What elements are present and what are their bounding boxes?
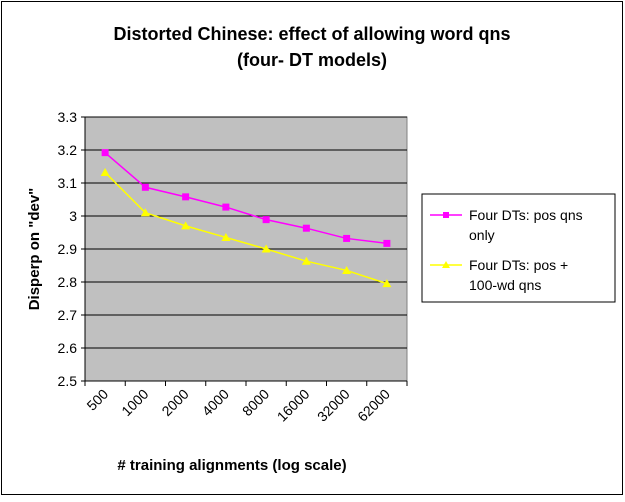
y-tick-labels: 2.5 2.6 2.7 2.8 2.9 3 3.1 3.2 3.3 [58, 109, 78, 389]
legend-box [421, 193, 616, 303]
data-point-triangle [342, 265, 352, 274]
data-point-triangle [382, 279, 392, 288]
y-axis-title: Disperp on "dev" [26, 188, 43, 311]
data-point-square [343, 234, 351, 242]
series-line-2 [104, 171, 388, 285]
data-point-triangle [261, 244, 271, 253]
data-point-square [141, 183, 149, 191]
x-axis-title: # training alignments (log scale) [117, 457, 346, 474]
data-point-square [262, 216, 270, 224]
y-tick-label: 2.8 [58, 274, 78, 290]
data-point-square [383, 239, 391, 247]
data-point-triangle [140, 208, 150, 217]
data-point-triangle [100, 167, 110, 176]
data-point-square [101, 149, 109, 157]
data-point-square [302, 224, 310, 232]
legend: Four DTs: pos qns only Four DTs: pos + 1… [421, 193, 616, 303]
data-point-square [182, 193, 190, 201]
y-tick-label: 2.9 [58, 241, 78, 257]
series-line-1 [104, 152, 387, 245]
legend-marker-square [443, 212, 449, 218]
legend-label-pos-qns-line-1: Four DTs: pos qns [469, 207, 583, 223]
legend-label-pos-wd-qns-line-1: Four DTs: pos + [469, 257, 568, 273]
gridlines [85, 116, 407, 349]
legend-marker-triangle [442, 261, 450, 268]
chart-title-line-1: Distorted Chinese: effect of allowing wo… [113, 24, 510, 44]
data-point-triangle [221, 232, 231, 241]
data-point-triangle [301, 256, 311, 265]
y-tick-label: 2.7 [58, 307, 78, 323]
y-tick-label: 2.6 [58, 340, 78, 356]
y-tick-label: 3.2 [58, 142, 78, 158]
y-tick-label: 2.5 [58, 373, 78, 389]
y-tick-label: 3.1 [58, 175, 78, 191]
series-layer [100, 149, 392, 288]
data-point-triangle [181, 221, 191, 230]
legend-label-pos-wd-qns-line-2: 100-wd qns [469, 277, 541, 293]
legend-label-pos-qns-line-2: only [469, 227, 495, 243]
axes [81, 116, 408, 386]
y-tick-label: 3 [69, 208, 77, 224]
data-point-square [222, 203, 230, 211]
chart-title-line-2: (four- DT models) [237, 50, 387, 70]
y-tick-label: 3.3 [58, 109, 78, 125]
